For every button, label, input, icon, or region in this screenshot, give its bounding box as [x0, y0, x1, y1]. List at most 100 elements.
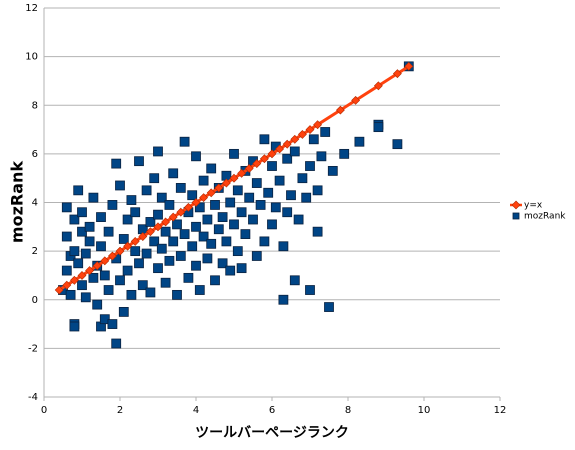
point — [156, 192, 167, 203]
point — [69, 321, 80, 332]
point — [62, 280, 72, 290]
point — [316, 151, 327, 162]
point — [301, 192, 312, 203]
point — [305, 161, 315, 171]
point — [229, 148, 239, 159]
point — [251, 251, 262, 261]
x-tick-label: 10 — [418, 405, 431, 416]
legend-label: mozRank — [524, 212, 566, 222]
point — [351, 95, 361, 105]
point — [202, 214, 213, 225]
point — [175, 251, 186, 261]
point — [179, 229, 190, 240]
point — [354, 136, 365, 147]
point — [267, 219, 277, 230]
point — [73, 185, 84, 196]
point — [373, 122, 384, 133]
point — [289, 146, 300, 157]
point — [145, 287, 156, 298]
legend-marker — [511, 200, 521, 210]
point — [225, 197, 236, 208]
point — [259, 134, 270, 145]
point — [305, 285, 315, 295]
point — [221, 236, 232, 247]
point — [251, 178, 262, 188]
point — [275, 144, 285, 154]
point — [137, 280, 148, 291]
point — [156, 243, 167, 254]
point — [191, 260, 201, 271]
point — [217, 258, 228, 269]
point — [61, 231, 72, 242]
point — [153, 222, 163, 232]
point — [107, 319, 118, 329]
point — [213, 224, 224, 235]
point — [80, 248, 91, 259]
point — [274, 175, 285, 186]
point — [77, 271, 87, 280]
point — [191, 221, 201, 232]
point — [153, 263, 163, 274]
y-tick-label: -4 — [28, 392, 38, 403]
point — [278, 294, 289, 305]
point — [339, 148, 350, 159]
point — [206, 238, 217, 249]
point — [134, 258, 144, 269]
point — [248, 214, 258, 225]
point — [240, 229, 251, 240]
point — [252, 159, 262, 169]
y-tick-label: 12 — [25, 3, 38, 14]
point — [324, 302, 334, 312]
point — [84, 221, 95, 232]
y-tick-label: 2 — [32, 246, 38, 257]
x-tick-label: 0 — [41, 405, 47, 416]
point — [130, 236, 140, 246]
point — [80, 292, 91, 303]
point — [69, 275, 79, 285]
point — [187, 190, 198, 201]
point — [168, 212, 178, 222]
point — [172, 289, 182, 300]
point — [54, 285, 64, 295]
point — [99, 270, 110, 281]
point — [123, 241, 133, 251]
point — [145, 217, 156, 227]
point — [92, 299, 103, 310]
point — [191, 198, 201, 207]
point — [115, 180, 125, 191]
point — [217, 212, 228, 222]
point — [327, 165, 338, 176]
point — [103, 226, 114, 237]
point — [100, 256, 110, 266]
point — [168, 236, 179, 247]
point — [404, 61, 414, 71]
point — [138, 232, 148, 241]
point — [293, 214, 304, 225]
point — [77, 207, 87, 218]
x-tick-label: 2 — [117, 405, 123, 416]
point — [130, 207, 141, 218]
y-tick-label: 8 — [32, 100, 38, 111]
point — [92, 261, 102, 271]
point — [320, 127, 331, 137]
point — [69, 246, 80, 257]
point — [244, 164, 254, 173]
point — [194, 285, 205, 295]
y-tick-label: -2 — [28, 343, 38, 354]
series-line — [58, 65, 410, 292]
point — [175, 183, 186, 193]
point — [232, 185, 243, 196]
point — [312, 185, 323, 196]
point — [237, 168, 247, 178]
y-tick-label: 6 — [32, 149, 38, 160]
point — [141, 248, 152, 259]
point — [183, 272, 194, 283]
y-tick-label: 4 — [32, 198, 38, 209]
point — [229, 173, 239, 183]
point — [149, 173, 160, 184]
point — [199, 193, 209, 203]
point — [214, 183, 224, 193]
point — [267, 149, 277, 159]
legend-marker — [512, 212, 520, 220]
